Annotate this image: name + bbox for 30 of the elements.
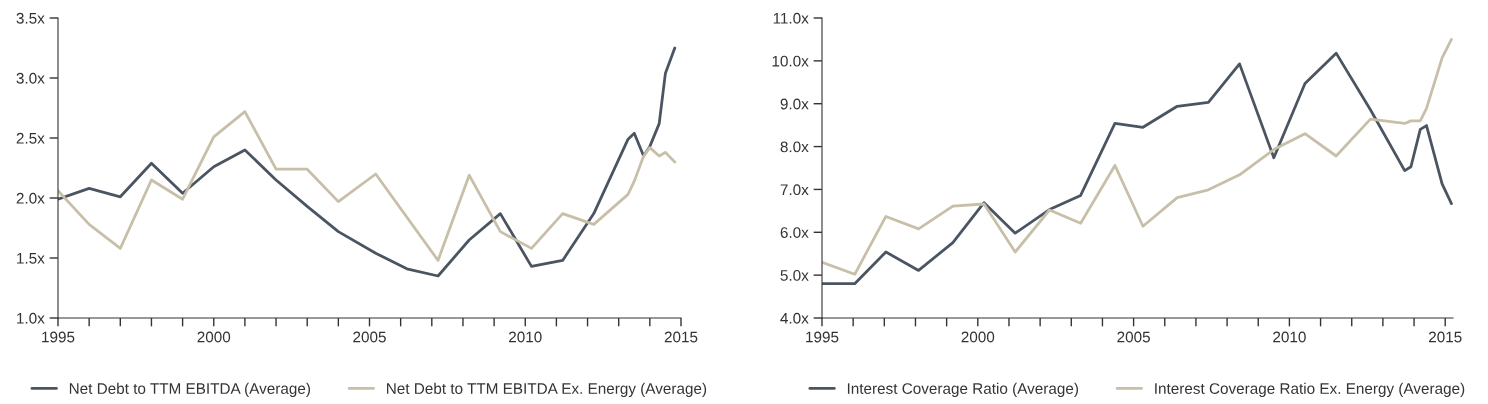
x-tick-label: 2000 <box>197 331 231 343</box>
line-series <box>58 110 677 262</box>
y-tick-label: 6.0x <box>780 227 809 238</box>
x-tick-label: 2010 <box>509 331 542 343</box>
y-tick-label: 8.0x <box>780 141 809 153</box>
y-tick-label: 9.0x <box>780 98 809 110</box>
x-tick-label: 2005 <box>1117 331 1150 343</box>
x-tick-label: 1995 <box>42 331 75 343</box>
x-tick-label: 2010 <box>1273 331 1306 343</box>
y-tick-label: 2.5x <box>16 132 45 144</box>
line-series <box>58 46 677 278</box>
legend-label: Interest Coverage Ratio Ex. Energy (Average) <box>1155 382 1465 397</box>
x-tick-label: 1995 <box>806 331 839 343</box>
y-tick-label: 10.0x <box>772 55 809 67</box>
x-tick-label: 2005 <box>353 331 386 343</box>
y-tick-label: 3.5x <box>16 12 45 24</box>
legend-label: Interest Coverage Ratio (Average) <box>847 382 1078 397</box>
x-tick-label: 2015 <box>1428 331 1462 343</box>
y-tick-label: 1.5x <box>17 253 45 264</box>
legend-label: Net Debt to TTM EBITDA (Average) <box>69 382 310 397</box>
y-tick-label: 3.0x <box>16 72 45 84</box>
y-tick-label: 7.0x <box>780 184 809 196</box>
x-tick-label: 2000 <box>961 331 995 343</box>
y-tick-label: 5.0x <box>780 270 809 281</box>
x-tick-label: 2015 <box>664 331 698 343</box>
legend-label: Net Debt to TTM EBITDA Ex. Energy (Average) <box>387 382 707 397</box>
y-tick-label: 11.0x <box>773 12 809 24</box>
y-tick-label: 1.0x <box>17 312 45 324</box>
y-tick-label: 4.0x <box>780 312 809 324</box>
y-tick-label: 2.0x <box>16 192 45 204</box>
